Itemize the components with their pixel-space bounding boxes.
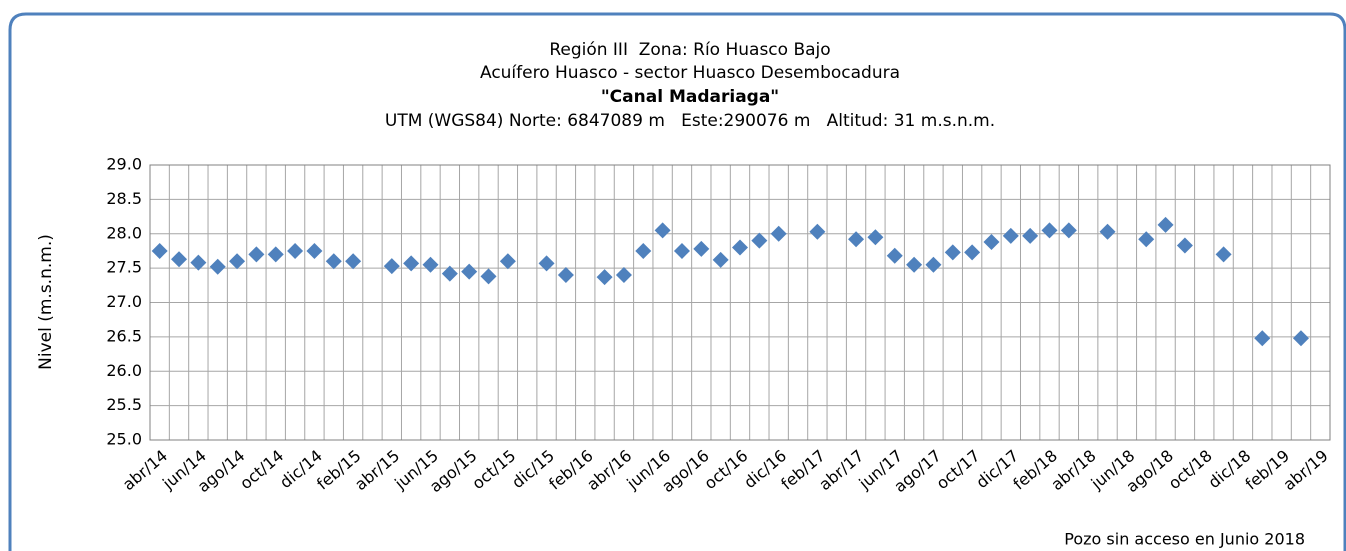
marker bbox=[1138, 231, 1155, 248]
well-name: "Canal Madariaga" bbox=[601, 87, 779, 107]
marker bbox=[712, 251, 729, 268]
marker bbox=[809, 223, 826, 240]
chart-subtitle: Acuífero Huasco - sector Huasco Desemboc… bbox=[480, 63, 900, 83]
x-tick-label: abr/14 bbox=[119, 446, 171, 494]
marker bbox=[499, 253, 516, 270]
marker bbox=[287, 242, 304, 259]
x-tick-label: abr/17 bbox=[815, 446, 867, 494]
marker bbox=[248, 246, 265, 263]
marker bbox=[229, 253, 246, 270]
x-tick-label: abr/19 bbox=[1280, 446, 1332, 494]
marker bbox=[267, 246, 284, 263]
y-tick-label: 27.5 bbox=[106, 258, 142, 277]
marker bbox=[1041, 222, 1058, 239]
annotation: Pozo sin acceso en Junio 2018 bbox=[1064, 530, 1305, 549]
marker bbox=[480, 268, 497, 285]
marker bbox=[538, 255, 555, 272]
y-tick-label: 28.0 bbox=[106, 223, 142, 242]
chart-title: Región III Zona: Río Huasco Bajo bbox=[549, 40, 830, 60]
marker bbox=[325, 253, 342, 270]
marker bbox=[557, 267, 574, 283]
marker bbox=[1060, 222, 1077, 239]
y-tick-label: 27.0 bbox=[106, 292, 142, 311]
y-tick-label: 28.5 bbox=[106, 189, 142, 208]
marker bbox=[615, 267, 632, 283]
y-tick-label: 26.0 bbox=[106, 361, 142, 380]
marker bbox=[403, 255, 420, 272]
chart-frame bbox=[8, 12, 1346, 551]
x-tick-label: abr/15 bbox=[351, 446, 403, 494]
marker bbox=[190, 254, 207, 271]
marker bbox=[209, 258, 226, 275]
x-tick-label: oct/18 bbox=[1165, 446, 1216, 493]
marker bbox=[654, 222, 671, 239]
y-tick-label: 26.5 bbox=[106, 326, 142, 345]
y-tick-label: 29.0 bbox=[106, 155, 142, 174]
marker bbox=[151, 242, 168, 259]
marker bbox=[770, 225, 787, 242]
marker bbox=[422, 256, 439, 273]
marker bbox=[673, 242, 690, 259]
marker bbox=[171, 251, 188, 268]
marker bbox=[1215, 246, 1232, 263]
marker bbox=[964, 244, 981, 261]
marker bbox=[944, 244, 961, 261]
marker bbox=[345, 253, 362, 270]
marker bbox=[383, 258, 400, 275]
plot-border bbox=[149, 164, 1331, 441]
y-axis-label: Nivel (m.s.n.m.) bbox=[36, 234, 56, 370]
marker bbox=[867, 229, 884, 246]
marker bbox=[906, 256, 923, 273]
marker bbox=[441, 265, 458, 282]
y-tick-label: 25.0 bbox=[106, 430, 142, 449]
coordinates: UTM (WGS84) Norte: 6847089 m Este:290076… bbox=[385, 111, 995, 131]
marker bbox=[1099, 223, 1116, 240]
x-tick-label: oct/16 bbox=[700, 446, 751, 493]
marker bbox=[461, 263, 478, 280]
marker bbox=[751, 232, 768, 249]
marker bbox=[1292, 330, 1309, 347]
x-tick-label: oct/15 bbox=[468, 446, 519, 493]
marker bbox=[1002, 227, 1019, 244]
x-tick-label: oct/14 bbox=[236, 446, 287, 493]
marker bbox=[848, 231, 865, 248]
marker bbox=[693, 240, 710, 257]
marker bbox=[1176, 237, 1193, 254]
x-tick-label: abr/18 bbox=[1047, 446, 1099, 494]
x-tick-label: abr/16 bbox=[583, 446, 635, 494]
marker bbox=[925, 256, 942, 273]
marker bbox=[1254, 330, 1271, 347]
marker bbox=[1022, 227, 1039, 244]
marker bbox=[596, 269, 613, 286]
y-tick-label: 25.5 bbox=[106, 395, 142, 414]
x-tick-label: oct/17 bbox=[933, 446, 984, 493]
marker bbox=[732, 239, 748, 256]
marker bbox=[635, 242, 652, 259]
marker bbox=[306, 242, 323, 259]
marker bbox=[983, 234, 1000, 250]
marker bbox=[1157, 216, 1174, 233]
marker bbox=[886, 247, 903, 264]
